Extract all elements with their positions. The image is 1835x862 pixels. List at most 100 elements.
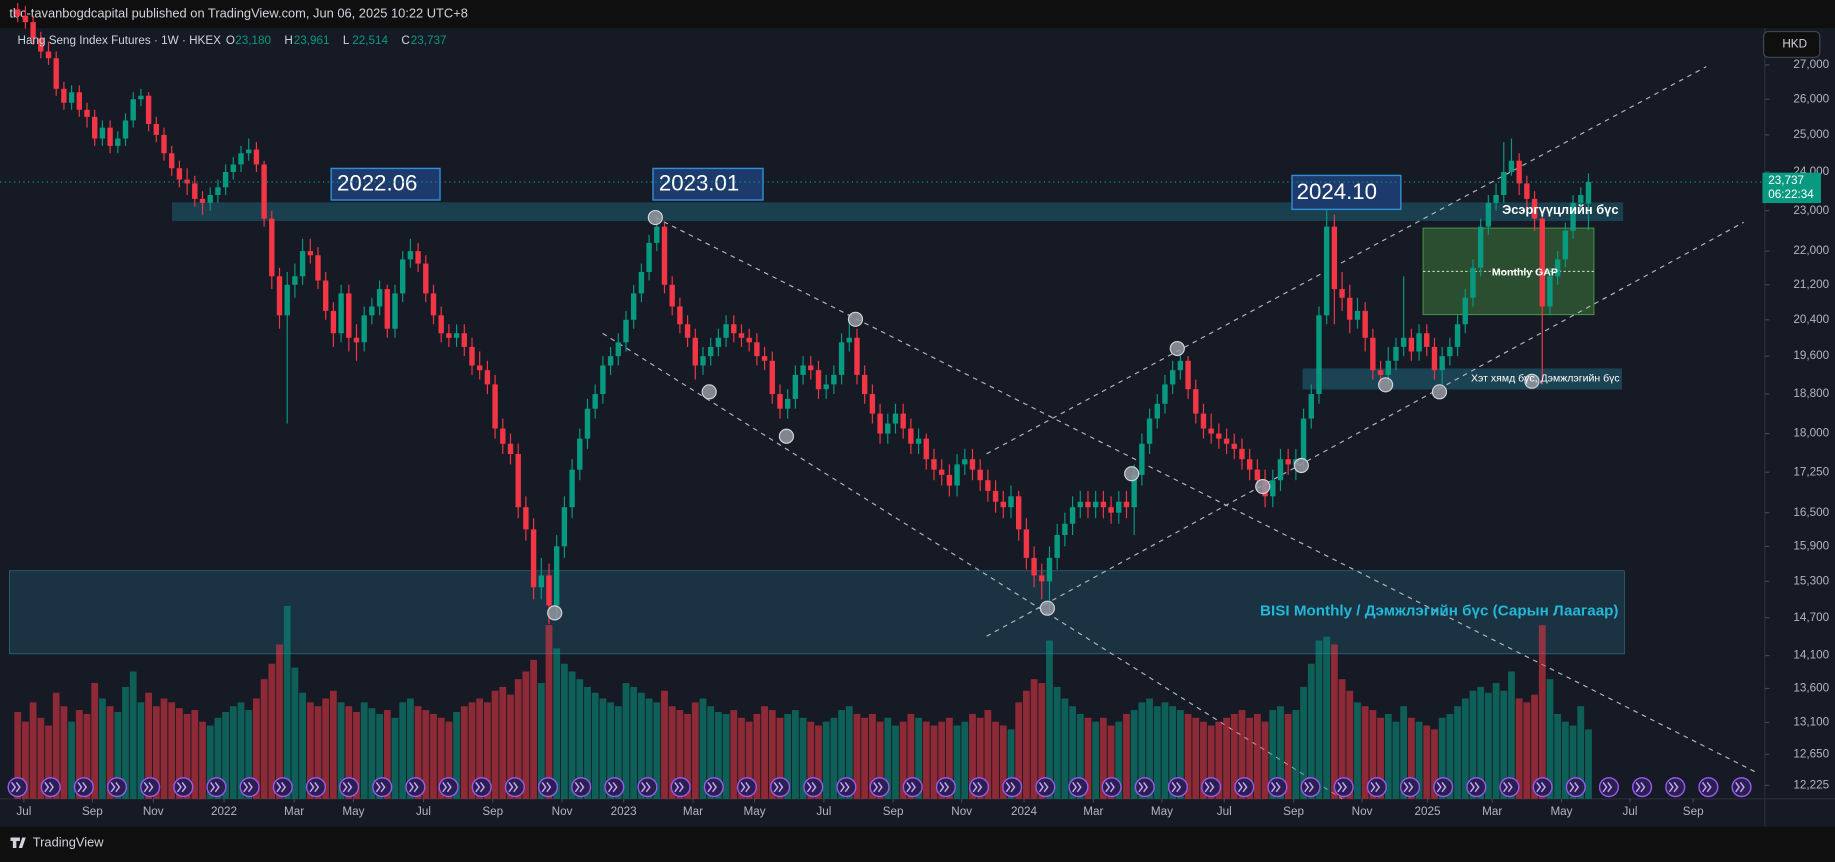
volume-bar <box>129 671 137 799</box>
event-icon-glyph <box>1403 782 1414 793</box>
volume-bar <box>1392 721 1400 799</box>
candle-body <box>754 342 760 357</box>
event-icon <box>305 777 327 798</box>
candle-body <box>1508 160 1515 172</box>
candle-body <box>107 127 113 146</box>
candle-body <box>476 365 483 371</box>
volume-bar <box>1384 713 1392 799</box>
x-tick-label: Nov <box>1352 805 1373 818</box>
volume-bar <box>1146 698 1153 799</box>
candle-body <box>276 276 283 316</box>
candle-body <box>246 149 252 154</box>
candle-body <box>1300 418 1307 460</box>
candle-body <box>1123 501 1130 508</box>
resistance-zone <box>172 202 1624 222</box>
candle-body <box>1046 557 1053 582</box>
event-icon-glyph <box>1668 782 1679 793</box>
y-tick-label: 15,300 <box>1793 574 1829 587</box>
event-icon <box>372 777 393 798</box>
x-tick-label: Nov <box>143 805 164 818</box>
candle-body <box>869 394 876 414</box>
candle-body <box>1154 403 1160 419</box>
event-icon-glyph <box>773 782 784 793</box>
volume-bar <box>176 708 183 799</box>
event-icon <box>1399 777 1421 798</box>
candle-body <box>1531 198 1538 219</box>
volume-bar <box>29 702 37 799</box>
event-icon-glyph <box>1304 782 1314 793</box>
volume-bar <box>137 702 145 799</box>
bisi-zone <box>9 570 1625 655</box>
pivot-points <box>547 209 1540 621</box>
volume-bar <box>1523 702 1531 799</box>
x-tick-label: 2025 <box>1415 805 1442 818</box>
volume-bar <box>430 713 437 799</box>
event-icon <box>1201 777 1222 798</box>
volume-bar <box>237 702 245 799</box>
volume-bar <box>1200 721 1207 799</box>
candle-body <box>1516 160 1522 184</box>
event-icon <box>1731 777 1752 798</box>
event-icon <box>40 777 61 798</box>
brand: TradingView <box>33 835 104 850</box>
ohlc-key: O <box>226 34 235 47</box>
volume-bar <box>738 717 745 799</box>
volume-bar <box>1315 640 1323 799</box>
volume-bar <box>1531 694 1538 799</box>
pivot <box>1524 373 1540 389</box>
candle-body <box>1408 337 1415 352</box>
candle-body <box>400 259 406 294</box>
volume-bar <box>1176 710 1184 799</box>
volume-bar <box>822 721 830 799</box>
volume-bar <box>1099 717 1107 799</box>
volume-bar <box>1092 721 1100 799</box>
candle-body <box>1547 276 1553 307</box>
currency-button[interactable] <box>1763 30 1821 58</box>
event-icon-glyph <box>1005 782 1016 793</box>
publisher-line: tbc-tavanbogdcapital published on Tradin… <box>9 5 468 20</box>
candle-body <box>269 218 275 277</box>
volume-bar <box>168 702 176 799</box>
event-icon <box>1267 777 1288 798</box>
y-tick-label: 25,000 <box>1793 128 1829 141</box>
candle-body <box>184 179 190 184</box>
candle-body <box>1501 171 1507 196</box>
candle-body <box>1316 315 1322 395</box>
volume-bar <box>1307 663 1315 799</box>
volume-bar <box>1153 706 1161 799</box>
event-icon-glyph <box>1237 782 1248 793</box>
event-icon-glyph <box>1701 782 1712 793</box>
event-icon <box>339 777 360 798</box>
event-icon-glyph <box>1204 782 1215 793</box>
volume-bar <box>460 706 468 799</box>
annotation: 2023.01 <box>659 171 739 196</box>
x-tick-label: Mar <box>683 805 703 818</box>
volume-bar <box>830 717 838 799</box>
event-icon <box>1499 777 1520 798</box>
event-icon-glyph <box>11 782 21 793</box>
volume-bar <box>453 711 460 799</box>
candle-body <box>1385 360 1391 375</box>
volume-bar <box>1469 690 1477 799</box>
zone-label: Monthly GAP <box>1492 266 1558 278</box>
volume-bar <box>807 721 815 799</box>
volume-bar <box>1230 713 1238 799</box>
event-icon-glyph <box>309 782 320 793</box>
candle-body <box>1100 501 1107 508</box>
candle-body <box>92 116 98 139</box>
volume-bar <box>1161 702 1169 799</box>
candle-body <box>84 109 90 117</box>
candle-body <box>15 9 21 16</box>
y-tick-label: 20,400 <box>1793 313 1829 326</box>
candle-body <box>1054 535 1060 558</box>
volume-bar <box>838 710 845 799</box>
candle-body <box>1447 346 1453 357</box>
volume-bar <box>1292 710 1300 799</box>
volume-bar <box>253 698 260 799</box>
volume-bar <box>1515 698 1523 799</box>
candle-body <box>1539 218 1545 307</box>
volume-bar <box>1184 713 1192 799</box>
event-icon <box>537 777 559 798</box>
candle-body <box>130 99 136 121</box>
volume-bar <box>114 711 122 799</box>
